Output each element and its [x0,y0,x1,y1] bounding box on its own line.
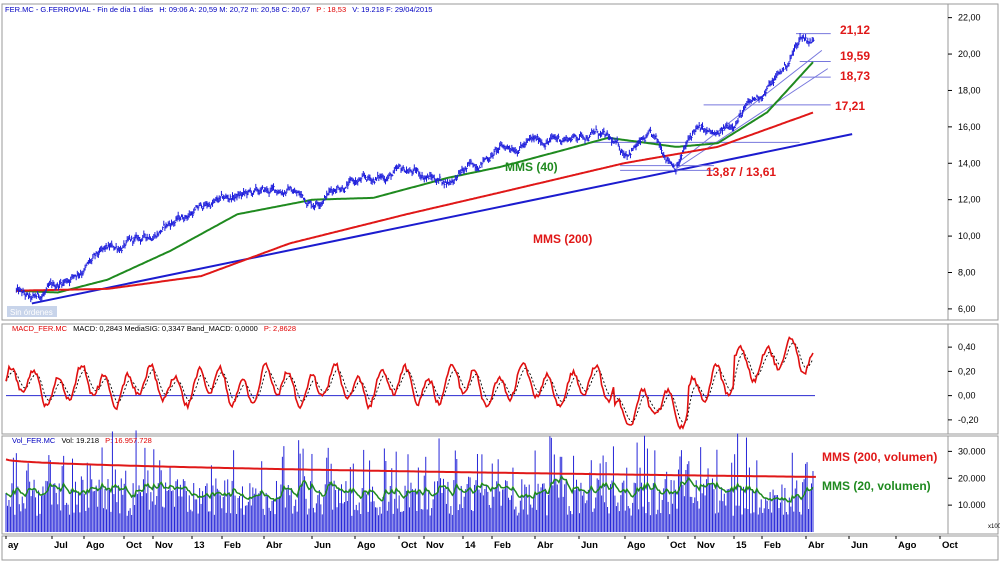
macd-y-tick-label: -0,20 [958,415,979,425]
price-header-p: P : 18,53 [316,5,346,14]
volume-y-axis[interactable] [947,435,999,535]
price-header-symbol: FER.MC - G.FERROVIAL - Fin de día 1 días [5,5,153,14]
macd-y-axis[interactable] [947,323,999,435]
price-header-v: V: 19.218 F: 29/04/2015 [352,5,432,14]
price-y-axis[interactable] [947,3,999,321]
price-y-tick-label: 22,00 [958,13,981,23]
steep-trendline-2 [675,68,829,170]
x-tick-label: Ago [86,540,105,551]
steep-trendline-1 [672,50,823,168]
volume-header: Vol_FER.MC Vol: 19.218 P: 16.957.728 [12,436,152,445]
x-tick-label: Jul [54,540,68,551]
x-tick-label: Oct [126,540,143,551]
price-y-tick-label: 10,00 [958,231,981,241]
price-y-tick-label: 6,00 [958,304,976,314]
level-label-1387: 13,87 / 13,61 [706,165,776,179]
x-tick-label: Feb [224,540,241,551]
price-plot-area[interactable] [1,3,949,321]
macd-layer [5,336,815,431]
level-label-1959: 19,59 [840,49,870,63]
macd-line [5,336,814,431]
price-y-tick-label: 18,00 [958,85,981,95]
x-tick-label: Nov [697,540,716,551]
x-tick-label: 14 [465,540,476,551]
macd-y-tick-label: 0,00 [958,391,976,401]
volume-header-p: P: 16.957.728 [105,436,152,445]
volume-y-tick-label: 30.000 [958,446,986,456]
x-tick-label: Abr [808,540,825,551]
x-tick-label: 13 [194,540,205,551]
x-tick-label: Nov [155,540,174,551]
x-tick-label: Jun [581,540,598,551]
x-tick-label: Oct [942,540,959,551]
axis-layer: 22,00 20,00 18,00 16,00 14,00 12,00 10,00 8,00 6… [5,13,986,551]
volume-layer [5,430,816,532]
main-trendline [31,133,853,305]
price-y-tick-label: 8,00 [958,267,976,277]
vol-mms200-label: MMS (200, volumen) [822,450,937,464]
x-tick-label: Ago [898,540,917,551]
macd-header-values: MACD: 0,2843 MediaSIG: 0,3347 Band_MACD:… [73,324,258,333]
macd-header-title: MACD_FER.MC [12,324,68,333]
price-header-ohlc: H: 09:06 A: 20,59 M: 20,72 m: 20,58 C: 2… [159,5,310,14]
x-axis-band[interactable] [1,535,999,561]
macd-y-tick-label: 0,20 [958,366,976,376]
x-tick-label: Ago [357,540,376,551]
x-tick-label: Oct [401,540,418,551]
macd-y-tick-label: 0,40 [958,342,976,352]
x-tick-label: Feb [764,540,781,551]
volume-y-tick-label: 20.000 [958,473,986,483]
price-y-tick-label: 14,00 [958,158,981,168]
vol-mms20-label: MMS (20, volumen) [822,479,931,493]
level-label-1721: 17,21 [835,99,865,113]
x-tick-label: ay [8,540,19,551]
x-tick-label: 15 [736,540,747,551]
x-tick-label: Abr [537,540,554,551]
volume-y-tick-label: 10.000 [958,500,986,510]
x-tick-label: Feb [494,540,511,551]
x-tick-label: Oct [670,540,687,551]
macd-plot-area[interactable] [1,323,949,435]
volume-header-values: Vol: 19.218 [61,436,99,445]
x-tick-label: Jun [851,540,868,551]
vol-mms20-line [5,475,814,503]
macd-header-p: P: 2,8628 [264,324,296,333]
price-layer [15,33,853,305]
x-tick-label: Jun [314,540,331,551]
level-label-1873: 18,73 [840,69,870,83]
mms40-label: MMS (40) [505,160,558,174]
price-y-tick-label: 16,00 [958,122,981,132]
volume-scale-note: x100 [988,524,1000,530]
price-y-tick-label: 20,00 [958,49,981,59]
vol-mms200-line [5,458,816,478]
price-header: FER.MC - G.FERROVIAL - Fin de día 1 días… [5,5,432,14]
watermark-box [7,306,57,317]
x-tick-label: Abr [266,540,283,551]
mms40-line [16,61,814,294]
volume-header-title: Vol_FER.MC [12,436,56,445]
mms200-line [16,111,814,292]
x-tick-label: Nov [426,540,445,551]
watermark-text: Sin órdenes [10,308,53,317]
level-label-2112: 21,12 [840,23,870,37]
macd-header: MACD_FER.MC MACD: 0,2843 MediaSIG: 0,334… [12,324,296,333]
mms200-label: MMS (200) [533,232,592,246]
x-tick-label: Ago [627,540,646,551]
price-y-tick-label: 12,00 [958,195,981,205]
